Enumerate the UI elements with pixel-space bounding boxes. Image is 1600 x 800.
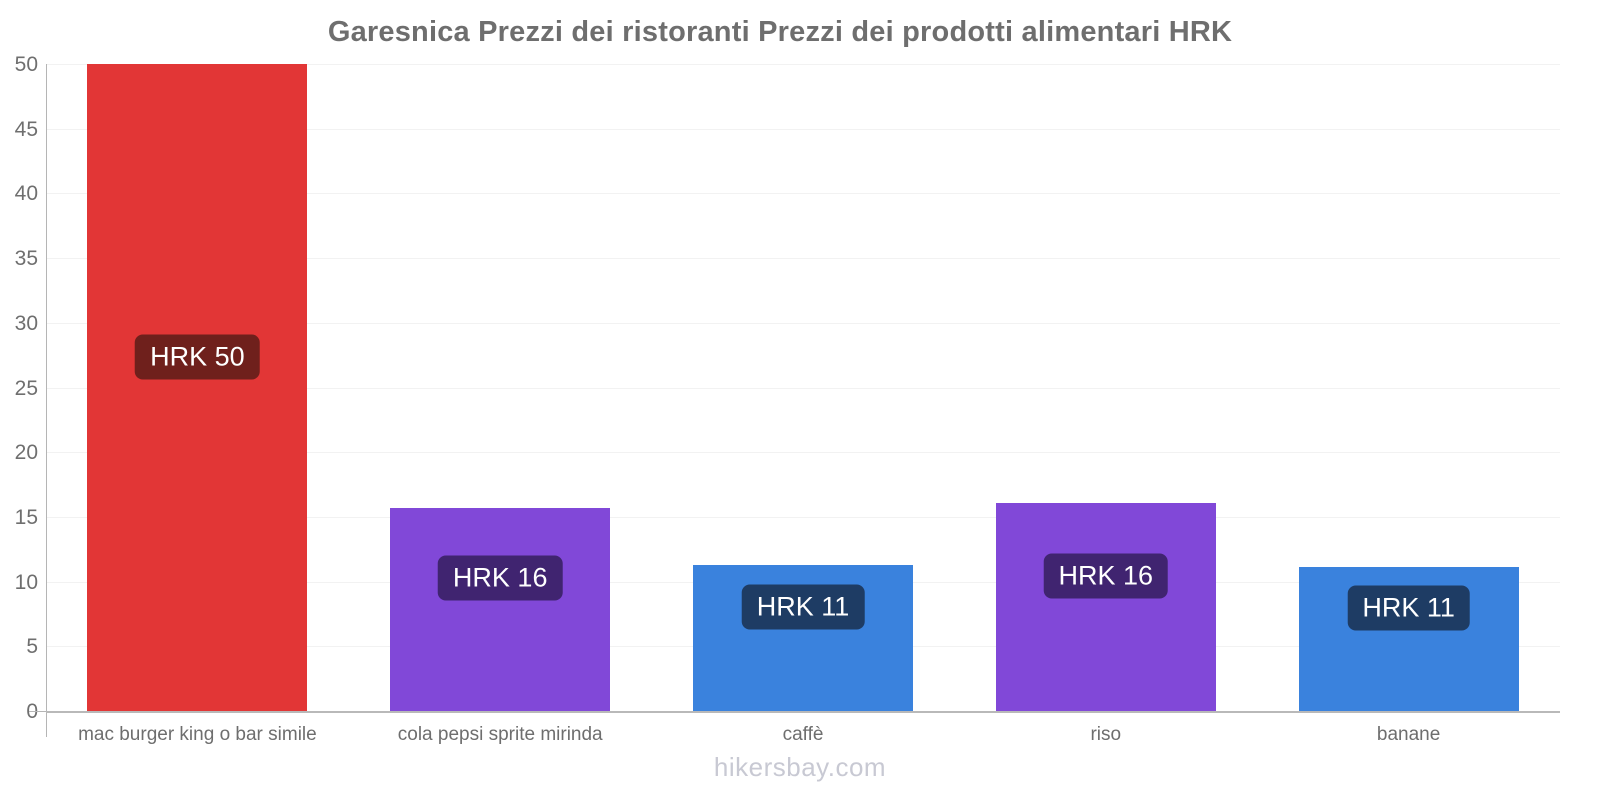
bar-value-label-cola-pepsi-sprite-mirinda: HRK 16 [437, 555, 563, 601]
bar-value-label-mac-burger-king-o-bar-simile: HRK 50 [135, 334, 260, 379]
x-axis-line [46, 711, 1560, 713]
chart-title: Garesnica Prezzi dei ristoranti Prezzi d… [327, 16, 1233, 48]
y-axis-tick-label-40: 40 [14, 182, 38, 206]
y-axis-tick-label-45: 45 [14, 117, 38, 141]
gridline-35 [46, 258, 1560, 260]
y-axis-tick-label-15: 15 [14, 505, 38, 529]
y-axis-tick-label-10: 10 [14, 570, 38, 594]
gridline-30 [46, 322, 1560, 324]
x-axis-category-label-cola-pepsi-sprite-mirinda: cola pepsi sprite mirinda [397, 724, 603, 745]
bar-cola-pepsi-sprite-mirinda[interactable] [390, 507, 611, 711]
bar-mac-burger-king-o-bar-simile[interactable] [87, 64, 308, 711]
bar-value-label-banane: HRK 11 [1347, 585, 1470, 631]
y-axis-tick-label-20: 20 [14, 441, 38, 465]
y-axis-tick-label-5: 5 [26, 635, 38, 659]
x-axis-category-label-riso: riso [1090, 724, 1122, 745]
bar-riso[interactable] [995, 502, 1216, 711]
x-axis-category-label-mac-burger-king-o-bar-simile: mac burger king o bar simile [78, 724, 317, 745]
zero-tick-mark [29, 711, 46, 712]
gridline-15 [46, 516, 1560, 518]
x-axis-category-label-caff-: caffè [782, 724, 824, 745]
gridline-20 [46, 452, 1560, 454]
x-axis-category-label-banane: banane [1376, 724, 1441, 745]
bar-value-label-caff-: HRK 11 [741, 584, 865, 630]
gridline-40 [46, 193, 1560, 195]
gridline-25 [46, 387, 1560, 389]
y-axis-tick-label-25: 25 [14, 376, 38, 400]
gridline-45 [46, 128, 1560, 130]
y-axis-line [46, 64, 47, 737]
bar-value-label-riso: HRK 16 [1043, 553, 1169, 599]
watermark-hikersbay: hikersbay.com [713, 752, 887, 782]
y-axis-tick-label-50: 50 [14, 53, 38, 76]
y-axis-tick-label-30: 30 [14, 311, 38, 335]
y-axis-tick-label-35: 35 [14, 247, 38, 271]
gridline-50 [46, 64, 1560, 65]
